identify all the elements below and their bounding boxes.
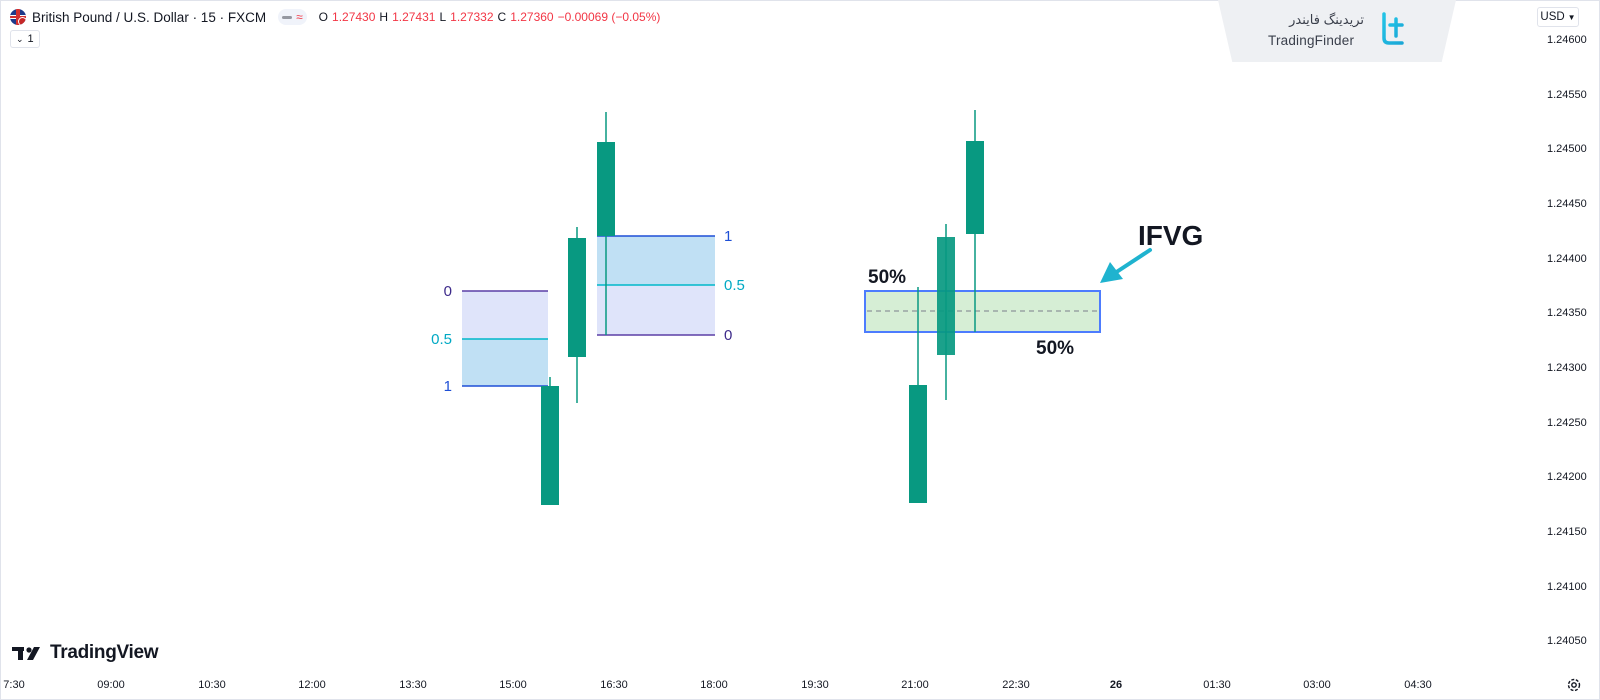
low-key: L [439,10,447,24]
candle[interactable] [568,227,586,403]
fib-zone-lower-top-half [462,291,548,339]
fib-label-05: 0.5 [724,277,745,294]
fib-label-0: 0 [444,283,452,300]
time-tick: 09:00 [97,679,125,691]
watermark-text: TradingView [50,642,159,663]
fib-zone-lower-left[interactable]: 0 0.5 1 [431,283,548,395]
logo-text-fa: تریدینگ فایندر [1289,12,1364,27]
price-tick: 1.24150 [1547,526,1587,538]
tradingview-logo-icon [12,647,40,660]
time-tick: 16:30 [600,679,628,691]
candle[interactable] [937,224,955,400]
candles-left [541,112,615,505]
price-tick: 1.24050 [1547,635,1587,647]
ifvg-zone[interactable] [864,290,1101,333]
fib-zone-upper-top-half [597,236,715,285]
dash-icon [282,15,293,19]
symbol-legend[interactable]: British Pound / U.S. Dollar · 15 · FXCM … [10,8,660,26]
open-key: O [318,10,329,24]
price-scale[interactable]: USD ▼ 1.24600 1.24550 1.24500 1.24450 1.… [1530,0,1600,700]
price-tick: 1.24100 [1547,581,1587,593]
settings-gear-icon[interactable] [1566,677,1582,693]
chart-canvas[interactable]: 0 0.5 1 1 0.5 0 [0,0,1530,668]
candle[interactable] [966,110,984,332]
currency-selector[interactable]: USD ▼ [1537,7,1579,27]
price-tick: 1.24200 [1547,471,1587,483]
time-tick: 21:00 [901,679,929,691]
fib-zone-upper-bottom-half [597,285,715,335]
fib-label-1: 1 [444,378,452,395]
logo-text-en: TradingFinder [1268,33,1355,48]
time-tick: 04:30 [1404,679,1432,691]
price-tick: 1.24500 [1547,143,1587,155]
price-tick: 1.24550 [1547,89,1587,101]
time-tick: 12:00 [298,679,326,691]
time-tick: 03:00 [1303,679,1331,691]
chevron-down-icon: ⌄ [16,33,24,44]
time-tick: 15:00 [499,679,527,691]
fib-label-1: 1 [724,228,732,245]
market-status-pill[interactable]: ≈ [278,9,307,25]
tradingview-watermark[interactable]: TradingView [12,642,159,664]
time-tick: 18:00 [700,679,728,691]
time-tick: 7:30 [3,679,25,691]
arrow-icon[interactable] [1100,248,1152,283]
ifvg-box [864,290,1101,333]
low-value: 1.27332 [450,10,494,24]
chevron-down-icon: ▼ [1567,12,1576,22]
candle[interactable] [909,287,927,503]
time-tick-day: 26 [1109,679,1123,691]
price-tick: 1.24250 [1547,417,1587,429]
wave-icon: ≈ [296,10,303,24]
fib-label-0: 0 [724,327,732,344]
tradingfinder-logo: تریدینگ فایندر TradingFinder [1218,0,1456,62]
high-value: 1.27431 [392,10,436,24]
fib-label-05: 0.5 [431,331,452,348]
symbol-title[interactable]: British Pound / U.S. Dollar · 15 · FXCM [32,9,267,25]
price-tick: 1.24600 [1547,34,1587,46]
price-tick: 1.24450 [1547,198,1587,210]
indicators-count: 1 [27,33,34,45]
time-tick: 19:30 [801,679,829,691]
price-tick: 1.24400 [1547,253,1587,265]
close-key: C [497,10,507,24]
pct-label-left: 50% [868,267,906,288]
candle[interactable] [541,377,559,505]
high-key: H [379,10,389,24]
fib-zone-upper-left[interactable]: 1 0.5 0 [597,228,745,344]
gbpusd-flag-icon [10,9,26,25]
time-tick: 01:30 [1203,679,1231,691]
indicators-toggle[interactable]: ⌄ 1 [10,30,40,48]
time-tick: 22:30 [1002,679,1030,691]
close-value: 1.27360 [510,10,554,24]
time-tick: 13:30 [399,679,427,691]
candle[interactable] [597,112,615,335]
pct-label-right: 50% [1036,338,1074,359]
ifvg-label: IFVG [1138,220,1203,251]
open-value: 1.27430 [332,10,376,24]
tradingfinder-mark-icon [1382,12,1404,45]
price-tick: 1.24300 [1547,362,1587,374]
ohlc-values: O 1.27430 H 1.27431 L 1.27332 C 1.27360 −0.0… [319,10,661,24]
change-value: −0.00069 (−0.05%) [557,10,661,24]
fib-zone-lower-bottom-half [462,339,548,386]
price-tick: 1.24350 [1547,307,1587,319]
currency-label: USD [1540,11,1565,23]
candles-right [909,110,984,503]
time-tick: 10:30 [198,679,226,691]
